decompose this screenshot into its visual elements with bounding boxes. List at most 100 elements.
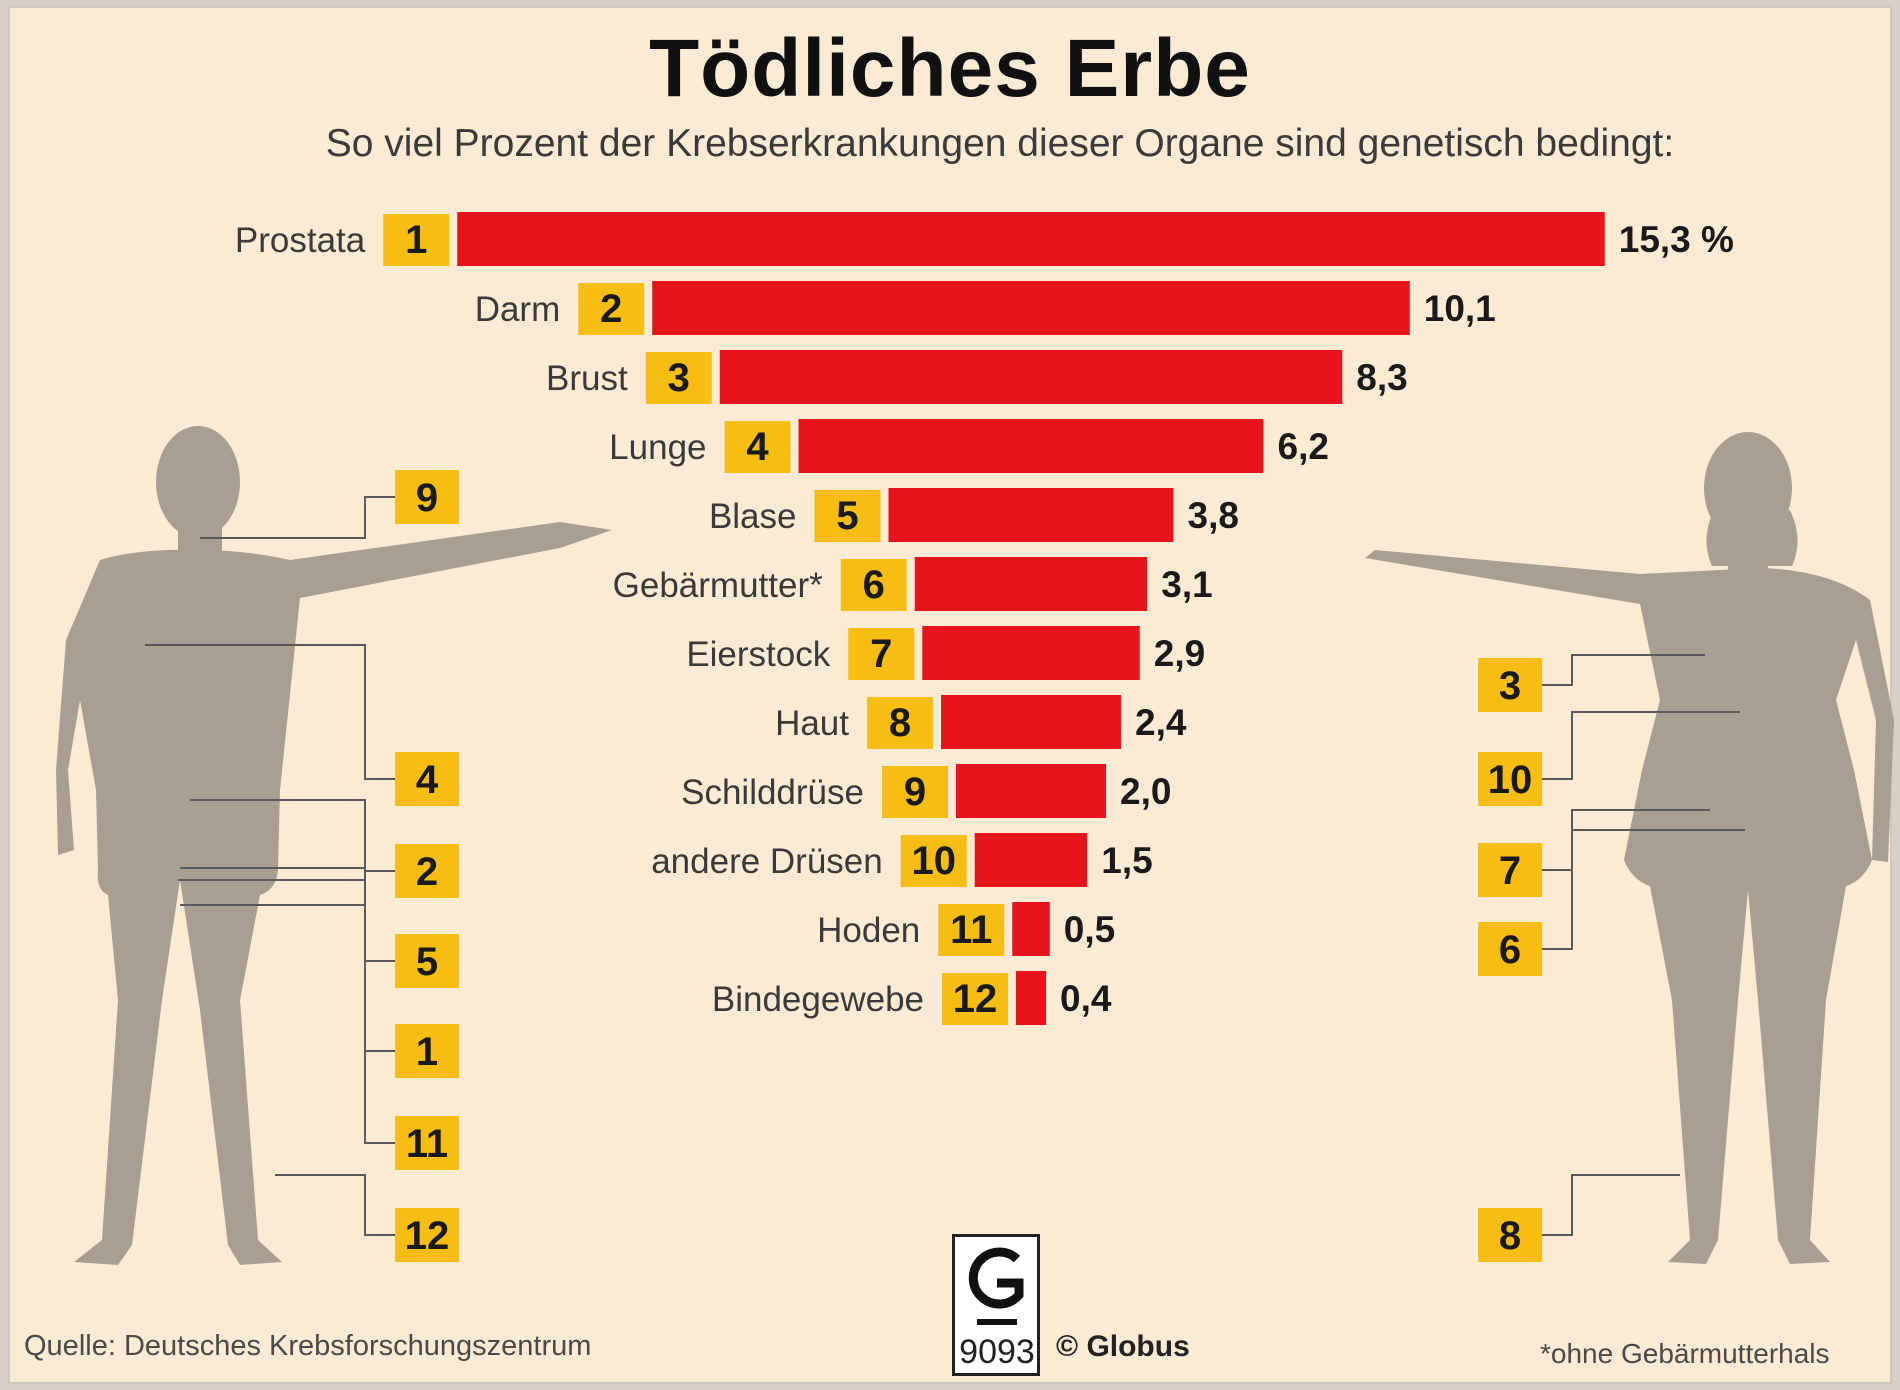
leader-line [1542, 1174, 1680, 1236]
category-label: Darm [475, 290, 561, 329]
value-label: 0,4 [1060, 978, 1112, 1019]
organ-marker: 6 [1478, 922, 1542, 976]
organ-marker-badge [395, 844, 459, 898]
organ-marker-badge [1478, 843, 1542, 897]
bar-row: 8 Haut 2,4 [775, 695, 1187, 749]
rank-badge [900, 835, 967, 887]
bar [719, 350, 1343, 404]
bar-row: 4 Lunge 6,2 [609, 419, 1329, 473]
male-silhouette [56, 426, 612, 1265]
bar [652, 281, 1410, 335]
value-label: 15,3 % [1619, 219, 1734, 260]
rank-badge [867, 697, 933, 749]
value-label: 0,5 [1064, 909, 1115, 950]
chart-title: Tödliches Erbe [649, 23, 1251, 114]
organ-marker-badge [395, 1116, 459, 1170]
category-label: Schilddrüse [681, 773, 864, 812]
organ-marker-label: 9 [416, 476, 438, 520]
publisher-credit: © Globus [1056, 1330, 1190, 1363]
rank-badge [938, 904, 1005, 956]
organ-marker-label: 4 [416, 758, 439, 802]
globus-logo: 9093 [952, 1234, 1040, 1376]
bar [914, 557, 1148, 611]
footnote: *ohne Gebärmutterhals [1540, 1338, 1830, 1369]
rank-badge [840, 559, 907, 611]
bar [1016, 971, 1046, 1025]
bar-row: 10 andere Drüsen 1,5 [651, 833, 1153, 887]
bar-series: 1 Prostata 15,3 % 2 Darm 10,1 3 Brust 8,3 4 Lunge 6… [235, 212, 1734, 1025]
bar-row: 5 Blase 3,8 [709, 488, 1239, 542]
organ-marker-label: 7 [1499, 849, 1521, 893]
rank-label: 5 [836, 494, 858, 538]
value-label: 3,8 [1188, 495, 1239, 536]
category-label: Hoden [817, 911, 920, 950]
bar-row: 6 Gebärmutter* 3,1 [613, 557, 1213, 611]
organ-marker-badge [395, 934, 459, 988]
organ-marker-label: 3 [1499, 664, 1521, 708]
value-label: 8,3 [1356, 357, 1407, 398]
category-label: Eierstock [686, 635, 830, 674]
rank-label: 11 [950, 908, 992, 952]
bar-row: 11 Hoden 0,5 [817, 902, 1115, 956]
organ-marker: 9 [395, 470, 459, 524]
organ-marker: 7 [1478, 843, 1542, 897]
rank-label: 8 [889, 701, 911, 745]
rank-badge [383, 214, 450, 266]
globus-g-icon [968, 1247, 1024, 1325]
bar-row: 12 Bindegewebe 0,4 [712, 971, 1112, 1025]
leader-line [180, 904, 395, 1144]
category-label: Prostata [235, 221, 366, 260]
organ-marker-badge [395, 752, 459, 806]
bar-row: 3 Brust 8,3 [546, 350, 1408, 404]
leader-line [145, 644, 395, 780]
leader-line [200, 496, 395, 539]
rank-badge [882, 766, 948, 818]
body-silhouettes [56, 426, 1894, 1265]
category-label: Brust [546, 359, 628, 398]
value-label: 2,0 [1120, 771, 1171, 812]
bar-row: 1 Prostata 15,3 % [235, 212, 1734, 266]
value-label: 6,2 [1278, 426, 1329, 467]
organ-marker-label: 6 [1499, 928, 1521, 972]
leader-line [1542, 829, 1745, 950]
organ-marker: 2 [395, 844, 459, 898]
organ-marker-label: 8 [1499, 1214, 1521, 1258]
value-label: 3,1 [1161, 564, 1212, 605]
leader-line [275, 1174, 395, 1236]
rank-label: 4 [746, 425, 769, 469]
bar [974, 833, 1088, 887]
value-label: 2,4 [1135, 702, 1187, 743]
category-label: andere Drüsen [651, 842, 883, 881]
bar [888, 488, 1174, 542]
rank-label: 6 [863, 563, 885, 607]
bar-row: 9 Schilddrüse 2,0 [681, 764, 1171, 818]
bar [1012, 902, 1050, 956]
category-label: Gebärmutter* [613, 566, 823, 605]
rank-badge [645, 352, 712, 404]
organ-marker-badge [395, 1208, 459, 1262]
rank-badge [578, 283, 645, 335]
category-label: Blase [709, 497, 797, 536]
organ-marker: 10 [1478, 752, 1542, 806]
organ-marker: 8 [1478, 1208, 1542, 1262]
value-label: 2,9 [1154, 633, 1205, 674]
rank-label: 10 [912, 839, 957, 883]
source-note: Quelle: Deutsches Krebsforschungszentrum [24, 1330, 592, 1362]
organ-marker-label: 1 [416, 1030, 438, 1074]
leader-line [1542, 711, 1740, 780]
leader-lines [145, 496, 1745, 1236]
bar [798, 419, 1264, 473]
rank-label: 12 [953, 977, 998, 1021]
leader-line [1542, 654, 1705, 686]
value-label: 10,1 [1424, 288, 1496, 329]
organ-marker-label: 10 [1488, 758, 1533, 802]
bar [941, 695, 1121, 749]
rank-badge [814, 490, 881, 542]
graphic-number: 9093 [959, 1333, 1035, 1371]
chart-subtitle: So viel Prozent der Krebserkrankungen di… [325, 122, 1675, 165]
rank-badge [724, 421, 791, 473]
organ-marker: 1 [395, 1024, 459, 1078]
value-label: 1,5 [1101, 840, 1152, 881]
